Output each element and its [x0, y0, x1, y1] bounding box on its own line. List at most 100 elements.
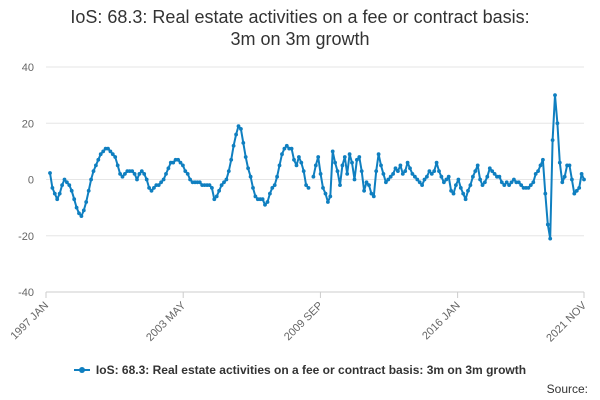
data-point: [473, 169, 478, 174]
data-point: [178, 160, 183, 165]
data-point: [299, 160, 304, 165]
data-point: [210, 186, 214, 190]
series-line: [312, 94, 585, 240]
data-point: [214, 194, 219, 199]
data-point: [471, 174, 475, 179]
data-point: [306, 186, 311, 190]
data-point: [246, 166, 251, 171]
data-point: [444, 177, 449, 182]
data-point: [550, 138, 555, 143]
data-point: [96, 157, 101, 162]
data-series: [48, 93, 586, 241]
data-point: [553, 93, 557, 97]
data-point: [577, 186, 582, 190]
data-point: [243, 155, 248, 159]
data-point: [579, 172, 584, 176]
data-point: [275, 174, 279, 179]
data-point: [429, 172, 434, 176]
data-point: [567, 163, 572, 168]
data-point: [369, 191, 374, 196]
data-point: [137, 172, 142, 176]
data-point: [171, 160, 176, 165]
data-point: [185, 172, 190, 176]
data-point: [144, 177, 149, 182]
data-point: [478, 177, 482, 182]
data-point: [364, 180, 369, 185]
data-point: [265, 200, 270, 204]
data-point: [442, 180, 446, 185]
data-point: [217, 188, 222, 193]
data-point: [60, 183, 64, 188]
data-point: [413, 174, 417, 179]
data-point: [113, 155, 118, 159]
data-point: [197, 180, 202, 185]
chart-title-line-2: 3m on 3m growth: [230, 29, 370, 49]
data-point: [183, 169, 188, 174]
data-point: [280, 152, 284, 157]
data-point: [466, 188, 470, 193]
data-point: [311, 174, 316, 179]
y-tick-label: 20: [22, 118, 34, 130]
data-point: [562, 174, 567, 179]
data-point: [69, 188, 74, 193]
data-point: [347, 152, 352, 157]
data-point: [236, 124, 241, 128]
data-point: [110, 152, 115, 157]
data-point: [330, 149, 335, 154]
data-point: [557, 160, 562, 165]
data-point: [512, 177, 516, 182]
data-point: [538, 163, 543, 168]
data-point: [115, 163, 120, 168]
data-point: [313, 163, 318, 168]
data-point: [410, 172, 415, 176]
data-point: [301, 169, 306, 174]
data-point: [548, 236, 553, 241]
y-tick-label: 0: [28, 175, 34, 187]
x-tick-label: 2009 SEP: [282, 300, 326, 344]
data-point: [379, 163, 383, 168]
data-point: [350, 160, 354, 165]
data-point: [386, 177, 391, 182]
data-point: [468, 183, 473, 188]
data-point: [400, 172, 405, 176]
data-point: [384, 180, 388, 185]
data-point: [123, 172, 127, 176]
data-point: [207, 183, 212, 188]
data-point: [297, 155, 301, 159]
data-point: [582, 177, 586, 182]
data-point: [166, 166, 171, 171]
data-point: [420, 183, 424, 188]
data-point: [316, 155, 321, 159]
data-point: [502, 183, 507, 188]
data-point: [323, 191, 328, 196]
data-point: [396, 169, 400, 174]
data-point: [81, 208, 86, 213]
data-point: [533, 172, 538, 176]
data-point: [408, 166, 412, 171]
data-point: [219, 183, 224, 188]
data-point: [451, 191, 456, 196]
data-point: [98, 152, 103, 157]
legend[interactable]: IoS: 68.3: Real estate activities on a f…: [0, 363, 600, 377]
data-point: [376, 152, 381, 157]
chart-title: IoS: 68.3: Real estate activities on a f…: [0, 6, 600, 50]
data-point: [415, 177, 420, 182]
x-tick-label: 2016 JAN: [420, 300, 463, 343]
data-point: [434, 160, 439, 165]
data-point: [292, 157, 296, 162]
data-point: [338, 183, 342, 188]
data-point: [456, 177, 461, 182]
data-point: [318, 172, 323, 176]
data-point: [164, 172, 168, 176]
data-point: [130, 169, 135, 174]
data-point: [229, 157, 234, 162]
data-point: [381, 172, 386, 176]
data-point: [352, 177, 357, 182]
data-point: [132, 172, 137, 176]
data-point: [340, 163, 345, 168]
data-point: [458, 186, 463, 190]
data-point: [74, 205, 79, 210]
data-point: [86, 188, 91, 193]
data-point: [50, 186, 55, 190]
